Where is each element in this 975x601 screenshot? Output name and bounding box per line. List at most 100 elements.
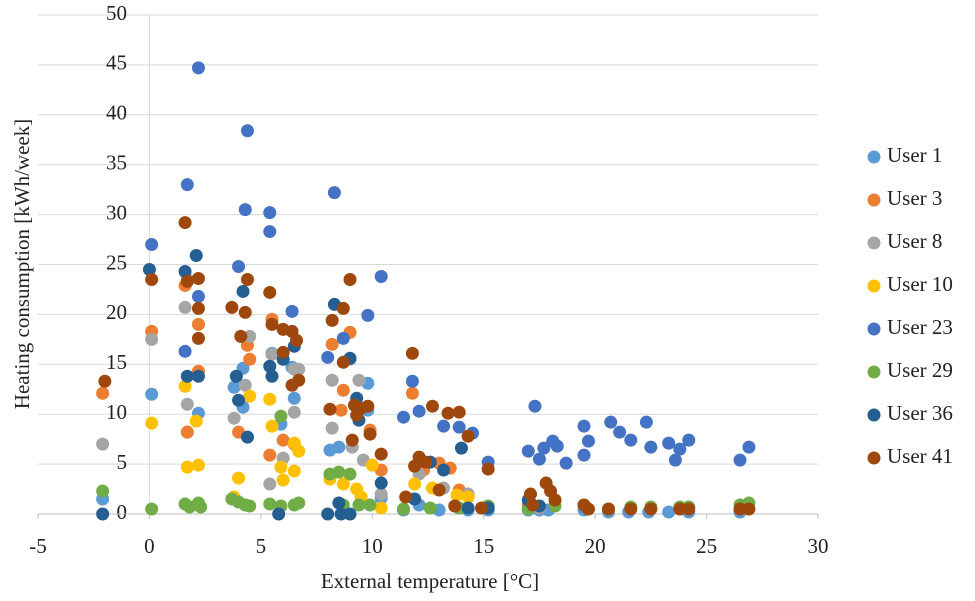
- data-point: [243, 389, 257, 403]
- x-axis-label: External temperature [°C]: [321, 569, 539, 593]
- data-point: [524, 487, 538, 501]
- data-point: [189, 414, 203, 428]
- data-point: [363, 427, 377, 441]
- data-point: [287, 464, 301, 478]
- data-point: [332, 496, 346, 510]
- data-point: [437, 463, 451, 477]
- legend-marker: [867, 365, 881, 379]
- data-point: [142, 262, 156, 276]
- data-point: [461, 501, 475, 515]
- data-point: [229, 369, 243, 383]
- legend-marker: [867, 451, 881, 465]
- data-point: [265, 347, 279, 361]
- data-point: [336, 477, 350, 491]
- data-point: [639, 415, 653, 429]
- data-point: [145, 238, 159, 252]
- data-point: [419, 455, 433, 469]
- legend-label: User 3: [887, 186, 942, 210]
- data-point: [276, 345, 290, 359]
- legend-label: User 23: [887, 315, 953, 339]
- data-point: [178, 264, 192, 278]
- data-point: [581, 502, 595, 516]
- data-point: [263, 359, 277, 373]
- data-point: [668, 453, 682, 467]
- data-point: [145, 387, 159, 401]
- data-point: [191, 289, 205, 303]
- data-point: [191, 331, 205, 345]
- data-point: [644, 502, 658, 516]
- data-point: [673, 502, 687, 516]
- data-point: [265, 419, 279, 433]
- data-point: [613, 425, 627, 439]
- data-point: [240, 430, 254, 444]
- x-tick-label: 25: [696, 534, 717, 558]
- data-point: [145, 332, 159, 346]
- data-point: [432, 483, 446, 497]
- data-point: [272, 507, 286, 521]
- data-point: [481, 462, 495, 476]
- data-point: [343, 272, 357, 286]
- data-point: [537, 441, 551, 455]
- data-point: [521, 444, 535, 458]
- data-point: [263, 206, 277, 220]
- x-tick-label: 20: [585, 534, 606, 558]
- data-point: [325, 421, 339, 435]
- data-point: [350, 408, 364, 422]
- data-point: [276, 433, 290, 447]
- y-tick-label: 10: [106, 400, 127, 424]
- data-point: [96, 507, 110, 521]
- data-point: [290, 333, 304, 347]
- data-point: [98, 374, 112, 388]
- data-point: [243, 352, 257, 366]
- data-point: [238, 378, 252, 392]
- legend-marker: [867, 150, 881, 164]
- y-tick-label: 40: [106, 101, 127, 125]
- data-point: [180, 274, 194, 288]
- x-tick-label: 5: [256, 534, 267, 558]
- data-point: [352, 498, 366, 512]
- y-tick-label: 5: [117, 450, 128, 474]
- data-point: [323, 402, 337, 416]
- data-point: [292, 496, 306, 510]
- data-point: [292, 362, 306, 376]
- data-point: [474, 501, 488, 515]
- y-tick-label: 25: [106, 250, 127, 274]
- data-point: [437, 419, 451, 433]
- data-point: [361, 399, 375, 413]
- data-point: [240, 272, 254, 286]
- x-tick-label: 15: [473, 534, 494, 558]
- data-point: [682, 502, 696, 516]
- data-point: [238, 305, 252, 319]
- data-point: [399, 490, 413, 504]
- data-point: [292, 444, 306, 458]
- data-point: [292, 373, 306, 387]
- data-point: [325, 337, 339, 351]
- data-point: [532, 452, 546, 466]
- legend-marker: [867, 408, 881, 422]
- data-point: [243, 329, 257, 343]
- data-point: [263, 477, 277, 491]
- data-point: [581, 434, 595, 448]
- data-point: [321, 507, 335, 521]
- data-point: [191, 369, 205, 383]
- data-point: [733, 502, 747, 516]
- data-point: [343, 467, 357, 481]
- data-point: [602, 502, 616, 516]
- data-point: [423, 501, 437, 515]
- y-tick-label: 15: [106, 350, 127, 374]
- data-point: [644, 440, 658, 454]
- data-point: [345, 433, 359, 447]
- data-point: [452, 405, 466, 419]
- legend-marker: [867, 279, 881, 293]
- data-point: [191, 301, 205, 315]
- y-tick-label: 30: [106, 200, 127, 224]
- data-point: [682, 433, 696, 447]
- data-point: [336, 355, 350, 369]
- y-tick-label: 35: [106, 151, 127, 175]
- data-point: [321, 350, 335, 364]
- data-point: [396, 410, 410, 424]
- data-point: [425, 399, 439, 413]
- data-point: [96, 484, 110, 498]
- data-point: [334, 403, 348, 417]
